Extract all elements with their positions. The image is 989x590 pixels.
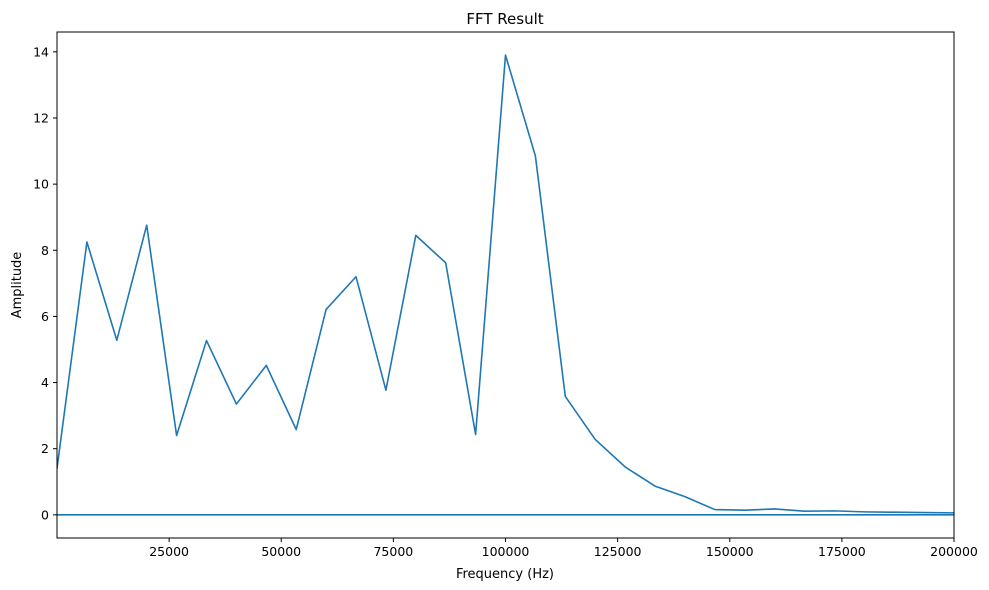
- y-tick-label: 2: [41, 441, 49, 456]
- y-tick-label: 8: [41, 243, 49, 258]
- chart-title: FFT Result: [466, 10, 543, 28]
- y-tick-label: 6: [41, 309, 49, 324]
- x-tick-label: 50000: [261, 544, 301, 559]
- x-tick-label: 100000: [482, 544, 530, 559]
- x-tick-label: 75000: [373, 544, 413, 559]
- x-tick-label: 25000: [149, 544, 189, 559]
- y-axis: 0 2 4 6 8 10 12 14: [33, 44, 57, 522]
- y-axis-label: Amplitude: [10, 252, 25, 319]
- y-tick-label: 4: [41, 375, 49, 390]
- x-axis: 25000 50000 75000 100000 125000 150000 175000 2…: [149, 538, 978, 559]
- y-tick-label: 14: [33, 44, 49, 59]
- series-line-0: [57, 54, 954, 514]
- y-tick-label: 10: [33, 177, 49, 192]
- y-tick-label: 0: [41, 507, 49, 522]
- x-tick-label: 125000: [594, 544, 642, 559]
- plot-area: [57, 54, 954, 516]
- y-tick-label: 12: [33, 110, 49, 125]
- x-tick-label: 150000: [706, 544, 754, 559]
- x-axis-label: Frequency (Hz): [456, 567, 554, 582]
- x-tick-label: 175000: [818, 544, 866, 559]
- x-tick-label: 200000: [930, 544, 978, 559]
